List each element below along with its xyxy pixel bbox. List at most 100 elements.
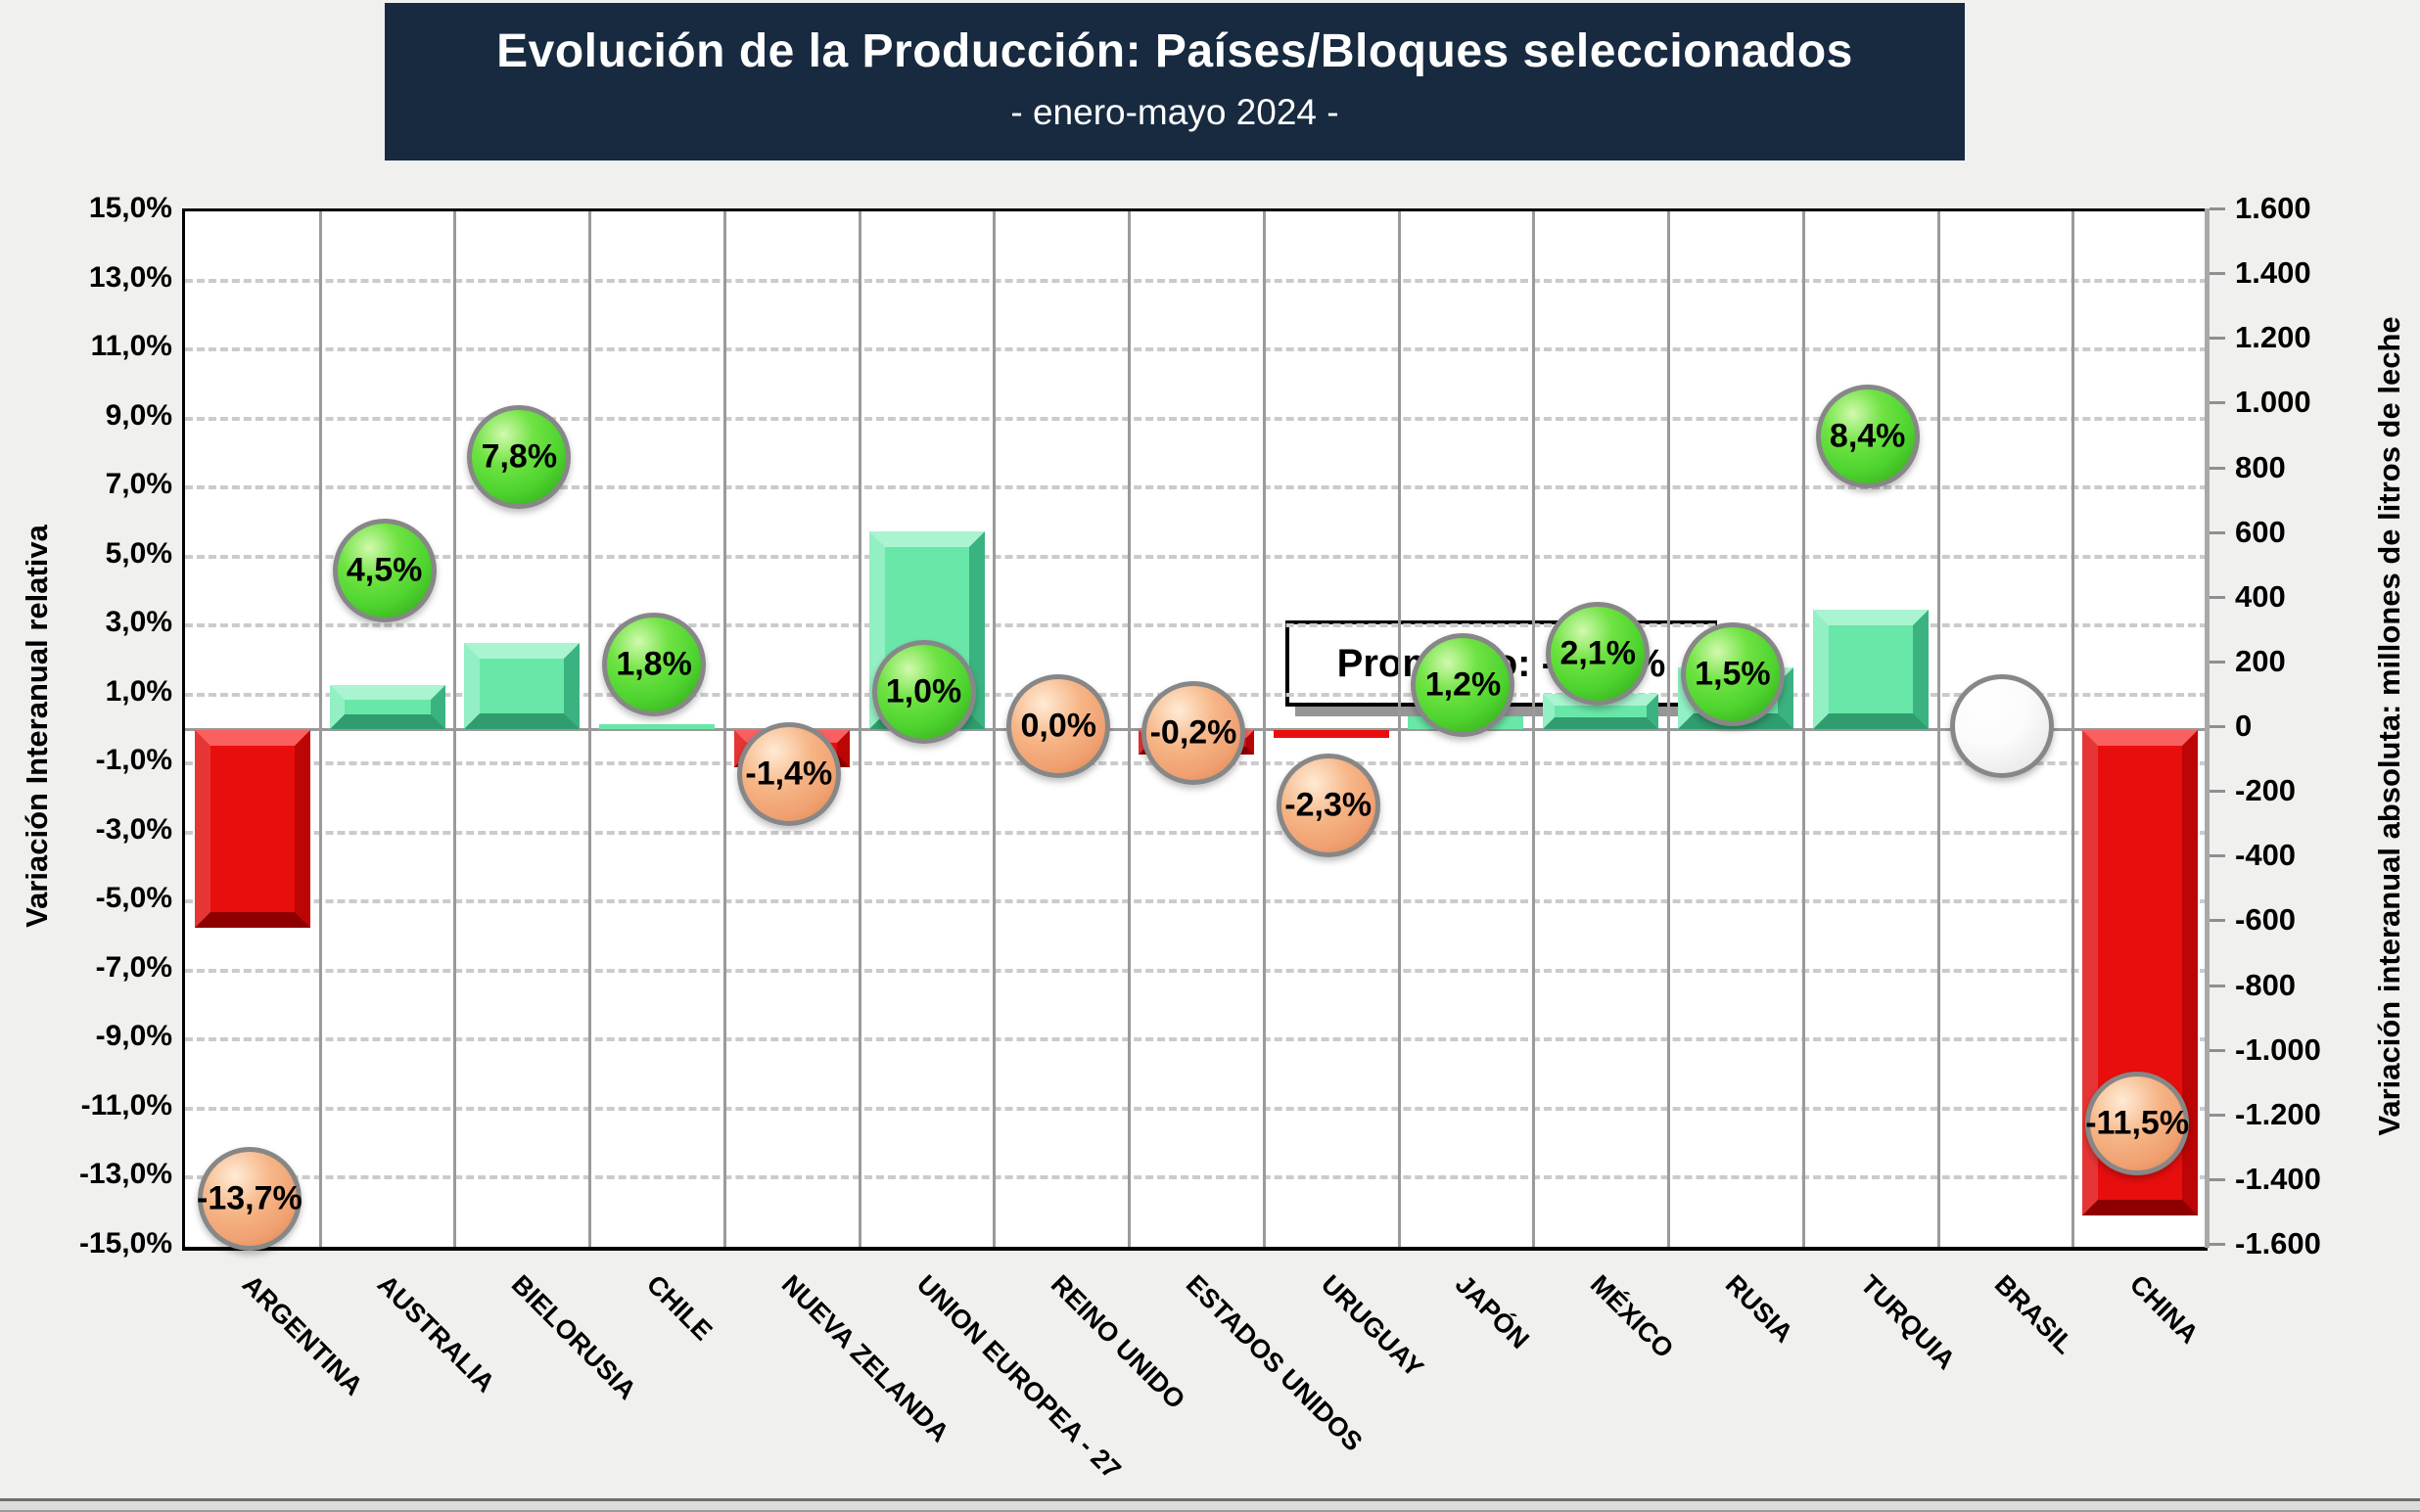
right-axis-tick-label: 0 xyxy=(2235,709,2253,743)
right-axis-tick xyxy=(2210,466,2225,470)
category-separator xyxy=(1936,211,1940,1247)
right-axis-tick xyxy=(2210,919,2225,923)
right-axis-tick xyxy=(2210,272,2225,276)
point-ball-brasil[interactable] xyxy=(1950,674,2055,778)
right-axis-title: Variación interanual absoluta: millones … xyxy=(2372,316,2406,1136)
point-ball-bielorusia[interactable]: 7,8% xyxy=(467,404,572,509)
category-separator xyxy=(993,211,997,1247)
bar-australia[interactable] xyxy=(329,685,445,729)
right-axis-tick xyxy=(2210,725,2225,728)
point-label: -1,4% xyxy=(745,755,833,793)
chart-title-band[interactable]: Evolución de la Producción: Países/Bloqu… xyxy=(385,3,1965,160)
right-axis-tick xyxy=(2210,337,2225,341)
point-label: 1,0% xyxy=(885,672,962,710)
right-axis-tick-label: 1.600 xyxy=(2235,191,2311,225)
gridline xyxy=(185,1106,2208,1111)
right-axis-tick-label: -800 xyxy=(2235,967,2297,1002)
point-ball-jap-n[interactable]: 1,2% xyxy=(1411,632,1515,737)
category-separator xyxy=(1801,211,1805,1247)
gridline xyxy=(185,1175,2208,1180)
gridline xyxy=(185,278,2208,283)
category-separator xyxy=(1397,211,1401,1247)
left-axis-title: Variación Interanual relativa xyxy=(20,525,54,928)
right-axis-tick-label: 400 xyxy=(2235,578,2286,614)
right-axis-tick xyxy=(2210,790,2225,794)
gridline xyxy=(185,554,2208,559)
right-axis-line xyxy=(2205,208,2210,1248)
point-label: -2,3% xyxy=(1284,786,1373,824)
left-axis-tick-label: 1,0% xyxy=(105,674,172,708)
right-axis-tick-label: 200 xyxy=(2235,643,2286,678)
point-label: 4,5% xyxy=(346,551,423,589)
category-label-brasil: BRASIL xyxy=(1989,1269,2080,1360)
left-axis-tick-label: -3,0% xyxy=(95,812,172,846)
chart-subtitle: - enero-mayo 2024 - xyxy=(1010,92,1339,132)
right-axis-tick-label: 600 xyxy=(2235,514,2286,549)
gridline xyxy=(185,416,2208,421)
category-separator xyxy=(1667,211,1671,1247)
right-axis-tick-label: -1.200 xyxy=(2235,1096,2321,1131)
bar-uruguay[interactable] xyxy=(1273,730,1389,738)
point-ball-argentina[interactable]: -13,7% xyxy=(196,1147,302,1252)
point-ball-turquia[interactable]: 8,4% xyxy=(1815,384,1920,488)
point-label: 0,0% xyxy=(1020,707,1097,745)
right-axis-tick xyxy=(2210,1048,2225,1052)
category-separator xyxy=(722,211,726,1247)
bar-argentina[interactable] xyxy=(194,730,310,928)
point-ball-rusia[interactable]: 1,5% xyxy=(1680,622,1785,727)
category-label-m-xico: MÉXICO xyxy=(1584,1269,1680,1364)
category-label-china: CHINA xyxy=(2123,1269,2205,1350)
left-axis-tick-label: -13,0% xyxy=(78,1158,172,1191)
category-separator xyxy=(318,211,322,1247)
point-label: 2,1% xyxy=(1559,634,1636,672)
left-axis-tick-label: -7,0% xyxy=(95,950,172,984)
gridline xyxy=(185,485,2208,490)
right-axis-tick-label: -200 xyxy=(2235,773,2297,808)
point-ball-union-europea-27[interactable]: 1,0% xyxy=(871,639,976,744)
gridline xyxy=(185,347,2208,352)
point-label: 1,8% xyxy=(616,645,692,683)
right-axis-tick xyxy=(2210,1177,2225,1181)
category-separator xyxy=(588,211,592,1247)
gridline xyxy=(185,830,2208,835)
point-ball-china[interactable]: -11,5% xyxy=(2085,1071,2190,1175)
point-ball-estados-unidos[interactable]: -0,2% xyxy=(1141,681,1245,786)
bar-chile[interactable] xyxy=(599,724,716,729)
right-axis-tick-label: -1.400 xyxy=(2235,1161,2321,1196)
left-axis-tick-label: -9,0% xyxy=(95,1020,172,1053)
left-axis-tick-label: -15,0% xyxy=(78,1227,172,1260)
left-axis-tick-label: -11,0% xyxy=(80,1088,172,1122)
right-axis-tick xyxy=(2210,595,2225,599)
category-label-bielorusia: BIELORUSIA xyxy=(506,1269,643,1405)
left-axis-tick-label: -1,0% xyxy=(95,744,172,777)
left-axis-tick-label: 7,0% xyxy=(105,468,172,501)
point-ball-uruguay[interactable]: -2,3% xyxy=(1276,754,1380,858)
gridline xyxy=(185,899,2208,904)
point-ball-m-xico[interactable]: 2,1% xyxy=(1546,601,1651,706)
point-ball-chile[interactable]: 1,8% xyxy=(602,612,707,716)
category-separator xyxy=(1262,211,1266,1247)
point-ball-australia[interactable]: 4,5% xyxy=(332,519,437,623)
right-axis-tick xyxy=(2210,854,2225,858)
category-separator xyxy=(1532,211,1536,1247)
bar-turquia[interactable] xyxy=(1812,610,1929,729)
category-label-chile: CHILE xyxy=(640,1269,719,1347)
point-label: 7,8% xyxy=(481,437,558,476)
right-axis-tick-label: -400 xyxy=(2235,838,2297,873)
right-axis-tick xyxy=(2210,660,2225,664)
right-axis-tick xyxy=(2210,1113,2225,1117)
left-axis-tick-label: -5,0% xyxy=(95,882,172,915)
category-label-australia: AUSTRALIA xyxy=(371,1269,500,1398)
point-ball-nueva-zelanda[interactable]: -1,4% xyxy=(736,722,841,827)
point-ball-reino-unido[interactable]: 0,0% xyxy=(1006,674,1111,778)
category-label-jap-n: JAPÓN xyxy=(1450,1269,1536,1354)
left-axis-tick-label: 9,0% xyxy=(105,398,172,432)
point-label: 8,4% xyxy=(1829,417,1906,455)
bar-bielorusia[interactable] xyxy=(464,643,581,729)
point-label: -0,2% xyxy=(1149,713,1237,752)
right-axis-tick-label: -1.600 xyxy=(2235,1226,2321,1260)
category-separator xyxy=(1128,211,1132,1247)
point-label: -13,7% xyxy=(196,1179,302,1217)
left-axis-tick-label: 5,0% xyxy=(105,536,172,570)
category-label-turquia: TURQUIA xyxy=(1854,1269,1961,1376)
